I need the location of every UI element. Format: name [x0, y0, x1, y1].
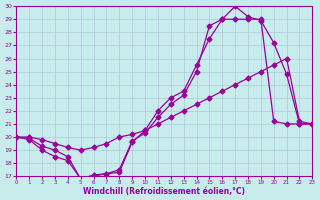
X-axis label: Windchill (Refroidissement éolien,°C): Windchill (Refroidissement éolien,°C) — [83, 187, 245, 196]
